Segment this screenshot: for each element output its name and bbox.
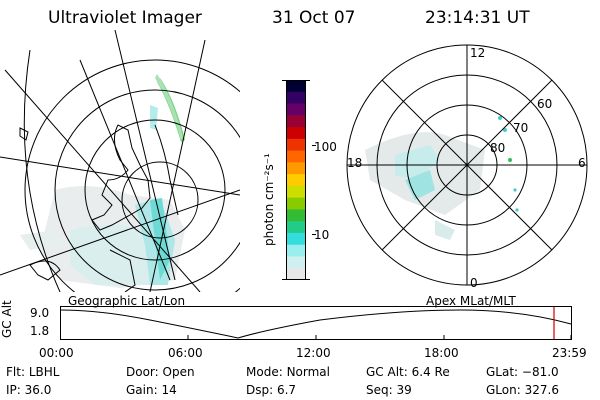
status-dsp: Dsp: 6.7	[246, 383, 297, 397]
colorbar-band	[286, 80, 306, 93]
geographic-panel-label: Geographic Lat/Lon	[68, 294, 186, 308]
timeline-xtick-0000: 00:00	[39, 346, 74, 360]
time-label: 23:14:31 UT	[425, 8, 530, 28]
colorbar-band	[286, 115, 306, 128]
colorbar-tick-10: 10	[314, 228, 330, 242]
status-ip: IP: 36.0	[6, 383, 52, 397]
colorbar-band	[286, 244, 306, 257]
status-gc-alt: GC Alt: 6.4 Re	[366, 365, 450, 379]
colorbar-band	[286, 185, 306, 199]
colorbar-band	[286, 91, 306, 105]
geo-grid	[0, 30, 240, 292]
mlat-label-70: 70	[513, 121, 529, 135]
status-filter: Flt: LBHL	[6, 365, 60, 379]
status-seq: Seq: 39	[366, 383, 412, 397]
orbit-altitude-curve	[60, 309, 572, 339]
apex-emission-data	[365, 116, 519, 240]
mlt-label-12: 12	[470, 46, 486, 60]
geo-coastline	[19, 124, 179, 292]
colorbar-band	[286, 150, 306, 163]
status-door: Door: Open	[126, 365, 195, 379]
geographic-map	[0, 30, 240, 292]
colorbar-band	[286, 174, 306, 187]
colorbar-band	[286, 232, 306, 246]
instrument-title: Ultraviolet Imager	[48, 8, 202, 28]
mlt-label-0: 0	[470, 276, 478, 290]
orbit-timeline	[60, 306, 572, 340]
colorbar-band	[286, 162, 306, 175]
timeline-xtick-1200: 12:00	[296, 346, 331, 360]
colorbar-band	[286, 209, 306, 222]
colorbar-band	[286, 138, 306, 152]
status-glon: GLon: 327.6	[486, 383, 559, 397]
colorbar-band	[286, 127, 306, 140]
colorbar-band	[286, 103, 306, 116]
timeline-ytick-max: 9.0	[30, 306, 50, 320]
colorbar-band	[286, 256, 306, 269]
colorbar	[286, 80, 306, 280]
status-gain: Gain: 14	[126, 383, 177, 397]
mlat-label-80: 80	[490, 141, 506, 155]
colorbar-unit: photon cm⁻²s⁻¹	[262, 153, 276, 246]
timeline-xtick-2359: 23:59	[552, 346, 587, 360]
status-mode: Mode: Normal	[246, 365, 330, 379]
apex-panel-label: Apex MLat/MLT	[426, 294, 516, 308]
colorbar-tick-100: 100	[314, 140, 337, 154]
timeline-xtick-1800: 18:00	[424, 346, 459, 360]
colorbar-band	[286, 197, 306, 210]
colorbar-band	[286, 221, 306, 234]
timeline-xtick-0600: 06:00	[168, 346, 203, 360]
colorbar-band	[286, 268, 306, 280]
mlat-label-60: 60	[537, 97, 553, 111]
apex-polar-plot	[346, 44, 588, 286]
timeline-ytick-min: 1.8	[30, 324, 50, 338]
mlt-label-6: 6	[578, 156, 586, 170]
date-label: 31 Oct 07	[272, 8, 356, 28]
mlt-label-18: 18	[347, 156, 363, 170]
status-glat: GLat: −81.0	[486, 365, 559, 379]
timeline-axis-label: GC Alt	[0, 300, 14, 338]
apex-grid	[346, 44, 588, 286]
